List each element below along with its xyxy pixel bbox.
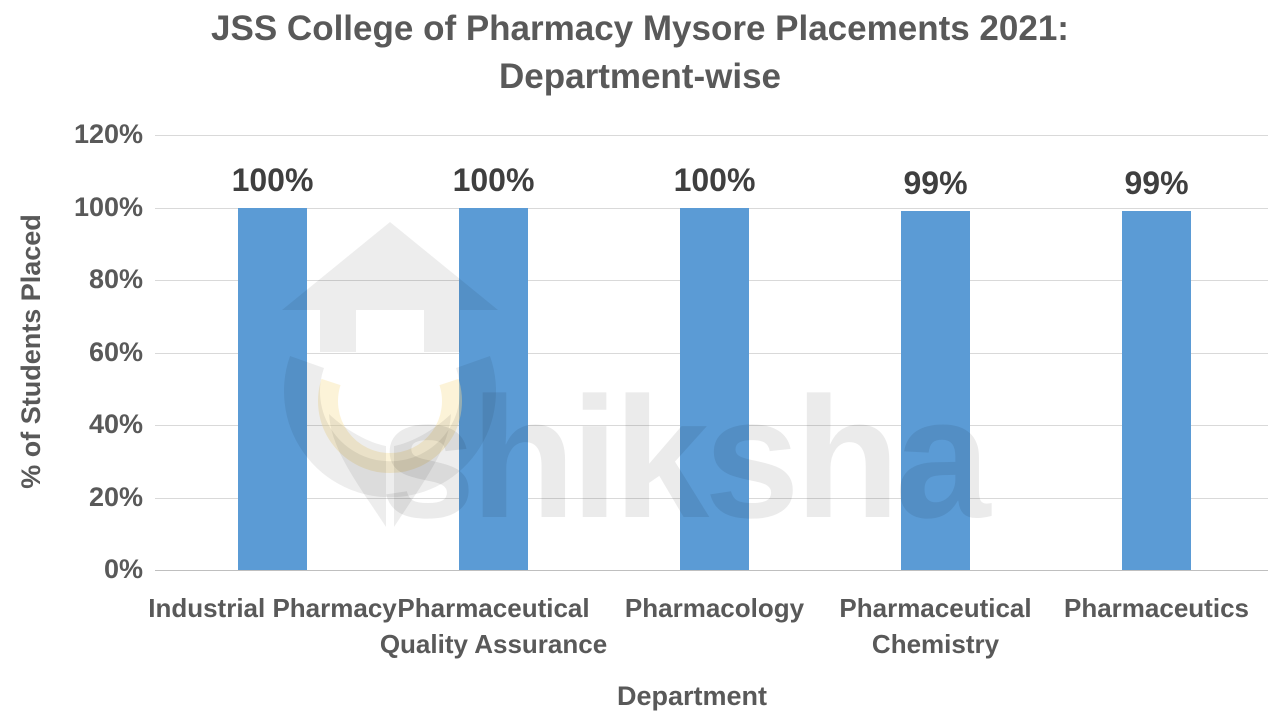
data-label: 100% (452, 161, 535, 198)
y-tick-label: 100% (73, 192, 143, 222)
y-tick-label: 120% (73, 119, 143, 149)
y-tick-label: 80% (88, 264, 143, 294)
shiksha-logo-icon (282, 222, 498, 527)
pen-nib-icon (329, 414, 451, 527)
shiksha-watermark-text: shiksha (380, 362, 991, 554)
bar-2 (680, 207, 749, 570)
ring-shape (284, 356, 496, 498)
y-tick-label: 20% (88, 482, 143, 512)
chart-title-line1: JSS College of Pharmacy Mysore Placement… (211, 9, 1069, 48)
crescent-glow (318, 378, 462, 474)
data-label: 99% (903, 165, 968, 202)
bar-0 (238, 207, 307, 570)
category-label: Pharmaceutical Chemistry (839, 593, 1032, 659)
y-tick-label: 60% (88, 337, 143, 367)
graduation-cap-icon (282, 222, 498, 352)
y-tick-label: 40% (88, 409, 143, 439)
chart-title: JSS College of Pharmacy Mysore Placement… (0, 5, 1280, 101)
data-label: 100% (673, 161, 756, 198)
data-label: 100% (231, 161, 314, 198)
bar-4 (1122, 211, 1191, 570)
bar-1 (459, 207, 528, 570)
chart-title-line2: Department-wise (498, 57, 782, 96)
category-label: Pharmaceutical Quality Assurance (379, 593, 608, 659)
x-axis-title: Department (616, 681, 768, 711)
y-tick-label: 0% (103, 554, 143, 584)
category-label: Industrial Pharmacy (148, 593, 397, 623)
bar-3 (901, 211, 970, 570)
category-label: Pharmacology (624, 593, 805, 623)
gridline (155, 135, 1268, 136)
data-label: 99% (1124, 165, 1189, 202)
category-label: Pharmaceutics (1064, 593, 1249, 623)
x-axis-line (155, 570, 1268, 571)
